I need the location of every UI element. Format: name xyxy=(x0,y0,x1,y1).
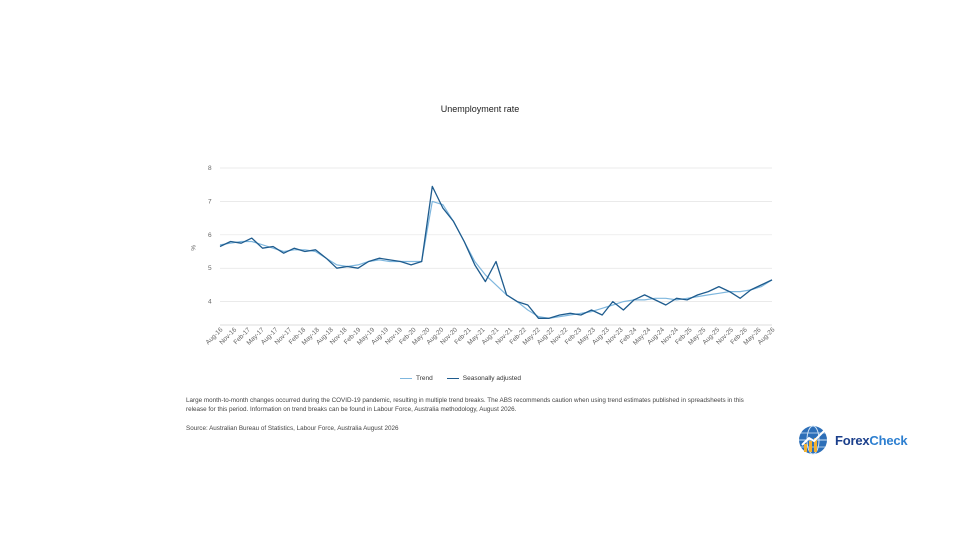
y-tick-label: 8 xyxy=(208,165,212,172)
series-lines xyxy=(219,185,773,319)
legend-item-trend: Trend xyxy=(400,375,433,382)
x-axis: Aug-16Nov-16Feb-17May-17Aug-17Nov-17Feb-… xyxy=(205,324,777,347)
globe-chart-icon xyxy=(799,425,829,455)
grid-lines xyxy=(220,167,772,302)
legend: Trend Seasonally adjusted xyxy=(400,375,521,382)
legend-label-trend: Trend xyxy=(416,375,433,382)
y-tick-label: 6 xyxy=(208,232,212,239)
series-line-trend xyxy=(219,200,773,319)
y-tick-label: 5 xyxy=(208,265,212,272)
y-tick-label: 4 xyxy=(208,299,212,306)
legend-item-seasonally-adjusted: Seasonally adjusted xyxy=(446,375,521,382)
y-tick-label: 7 xyxy=(208,198,212,205)
forexcheck-logo: ForexCheck xyxy=(797,423,908,457)
legend-label-seasonally-adjusted: Seasonally adjusted xyxy=(462,375,521,382)
series-line-seasonally-adjusted xyxy=(219,185,773,319)
legend-swatch-trend xyxy=(400,378,412,379)
legend-swatch-seasonally-adjusted xyxy=(446,378,459,379)
y-axis: 4 5 6 7 8 xyxy=(208,165,212,306)
chart-note: Large month-to-month changes occurred du… xyxy=(186,397,744,413)
logo-text: ForexCheck xyxy=(835,432,908,448)
chart-title: Unemployment rate xyxy=(440,104,520,114)
chart-source: Source: Australian Bureau of Statistics,… xyxy=(186,425,399,432)
y-axis-label: % xyxy=(189,245,196,251)
